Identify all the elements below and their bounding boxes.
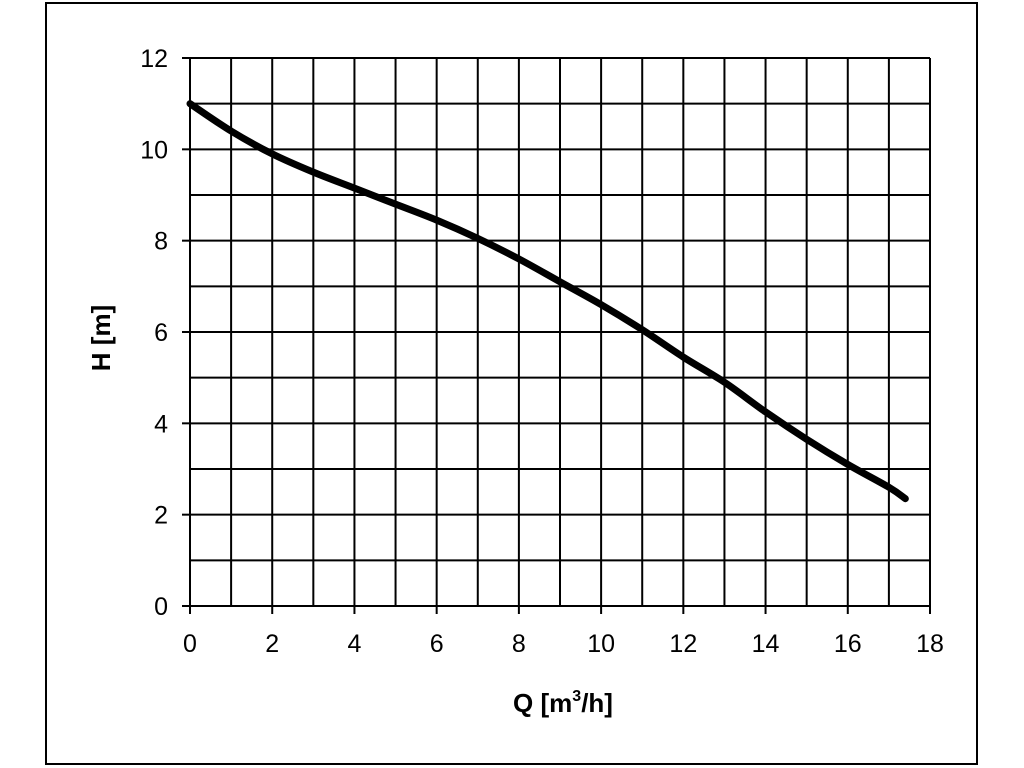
grid-lines bbox=[190, 57, 931, 606]
y-tick-label: 8 bbox=[154, 228, 168, 256]
series-line-0 bbox=[186, 100, 909, 503]
y-tick-label: 0 bbox=[154, 593, 168, 621]
x-tick-label: 18 bbox=[916, 630, 944, 658]
x-tick-label: 0 bbox=[183, 630, 197, 658]
series-layer bbox=[186, 100, 909, 503]
x-tick-label: 12 bbox=[669, 630, 697, 658]
x-axis-label-base: Q [m bbox=[513, 688, 572, 718]
x-axis-label-tail: /h] bbox=[581, 688, 613, 718]
tick-labels: 0 2 4 6 8 10 12 0 2 4 6 8 10 12 14 16 18 bbox=[140, 45, 944, 658]
x-axis-label: Q [m3/h] bbox=[513, 688, 613, 718]
x-axis-label-sup: 3 bbox=[572, 688, 581, 705]
x-tick-label: 2 bbox=[265, 630, 279, 658]
y-tick-label: 10 bbox=[140, 136, 168, 164]
x-tick-label: 8 bbox=[512, 630, 526, 658]
x-tick-label: 6 bbox=[430, 630, 444, 658]
x-tick-label: 14 bbox=[752, 630, 780, 658]
y-axis-label: H [m] bbox=[86, 305, 116, 371]
x-tick-label: 10 bbox=[587, 630, 615, 658]
chart-frame bbox=[45, 2, 978, 765]
axes bbox=[182, 57, 931, 614]
y-tick-label: 2 bbox=[154, 502, 168, 530]
y-tick-label: 6 bbox=[154, 319, 168, 347]
x-tick-label: 16 bbox=[834, 630, 862, 658]
y-tick-label: 12 bbox=[140, 45, 168, 73]
y-tick-label: 4 bbox=[154, 410, 168, 438]
x-tick-label: 4 bbox=[347, 630, 361, 658]
